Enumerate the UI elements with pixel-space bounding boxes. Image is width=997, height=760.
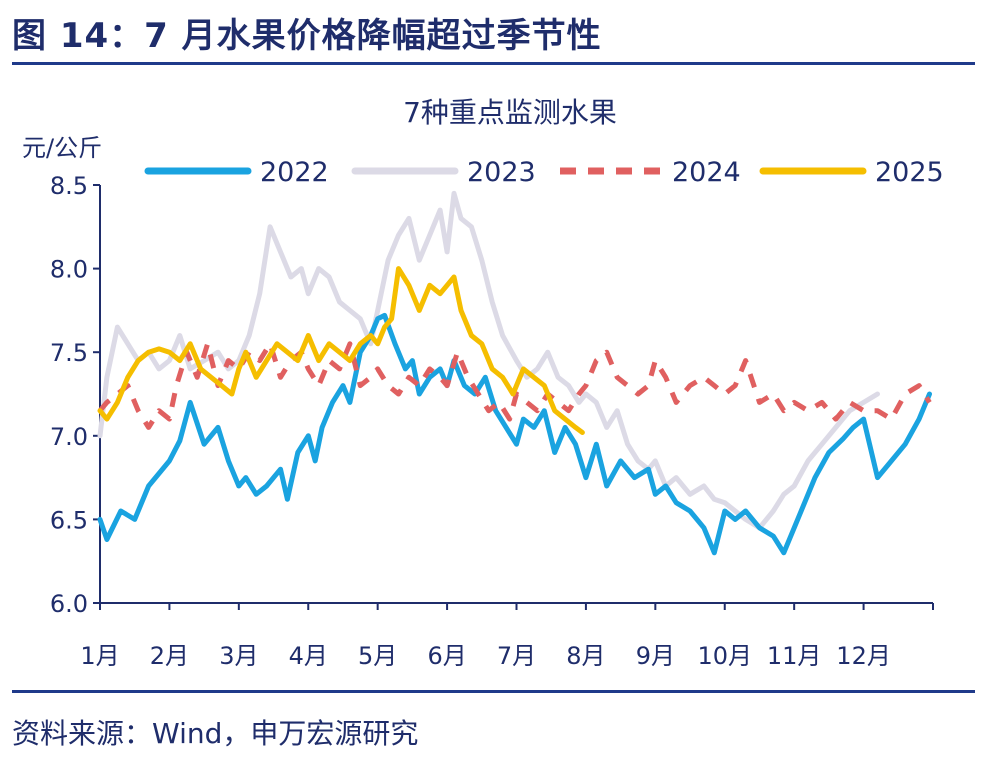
legend-label-2025: 2025	[875, 157, 944, 188]
x-tick-label: 2月	[150, 642, 189, 670]
series-layer	[97, 190, 932, 556]
y-tick-label: 8.5	[50, 172, 88, 200]
x-tick-label: 4月	[289, 642, 328, 670]
x-tick-label: 9月	[636, 642, 675, 670]
series-line-2023	[97, 190, 880, 531]
x-tick-label: 10月	[697, 642, 752, 670]
y-axis-unit-label: 元/公斤	[22, 134, 102, 162]
x-tick-label: 12月	[836, 642, 891, 670]
x-tick-label: 7月	[497, 642, 536, 670]
series-line-2025	[97, 266, 585, 435]
y-tick-label: 6.0	[50, 590, 88, 618]
axes: 6.0 6.5 7.0 7.5 8.0 8.5 1月 2月 3月 4月 5月 6月 7月 8月 9月 10月 1…	[50, 172, 934, 670]
x-tick-label: 3月	[219, 642, 258, 670]
x-tick-label: 1月	[80, 642, 119, 670]
series-line-2024	[98, 341, 932, 430]
source-note: 资料来源：Wind，申万宏源研究	[12, 717, 419, 750]
x-tick-label: 6月	[427, 642, 466, 670]
legend-label-2024: 2024	[672, 157, 741, 188]
y-tick-label: 8.0	[50, 256, 88, 284]
x-tick-label: 5月	[358, 642, 397, 670]
x-tick-label: 8月	[566, 642, 605, 670]
legend: 2022 2023 2024 2025	[144, 157, 944, 188]
source-rule	[12, 690, 975, 693]
legend-label-2023: 2023	[467, 157, 536, 188]
y-tick-label: 6.5	[50, 506, 88, 534]
y-tick-label: 7.0	[50, 423, 88, 451]
figure-title: 图 14：7 月水果价格降幅超过季节性	[12, 16, 602, 56]
title-rule	[12, 62, 975, 65]
legend-label-2022: 2022	[260, 157, 329, 188]
chart-title: 7种重点监测水果	[403, 96, 617, 129]
series-line-2022	[97, 312, 932, 556]
x-tick-label: 11月	[767, 642, 822, 670]
line-chart: 7种重点监测水果 元/公斤 2022 2023 2024 2025 6.0 6.5 7.0…	[22, 96, 944, 670]
y-tick-label: 7.5	[50, 339, 88, 367]
